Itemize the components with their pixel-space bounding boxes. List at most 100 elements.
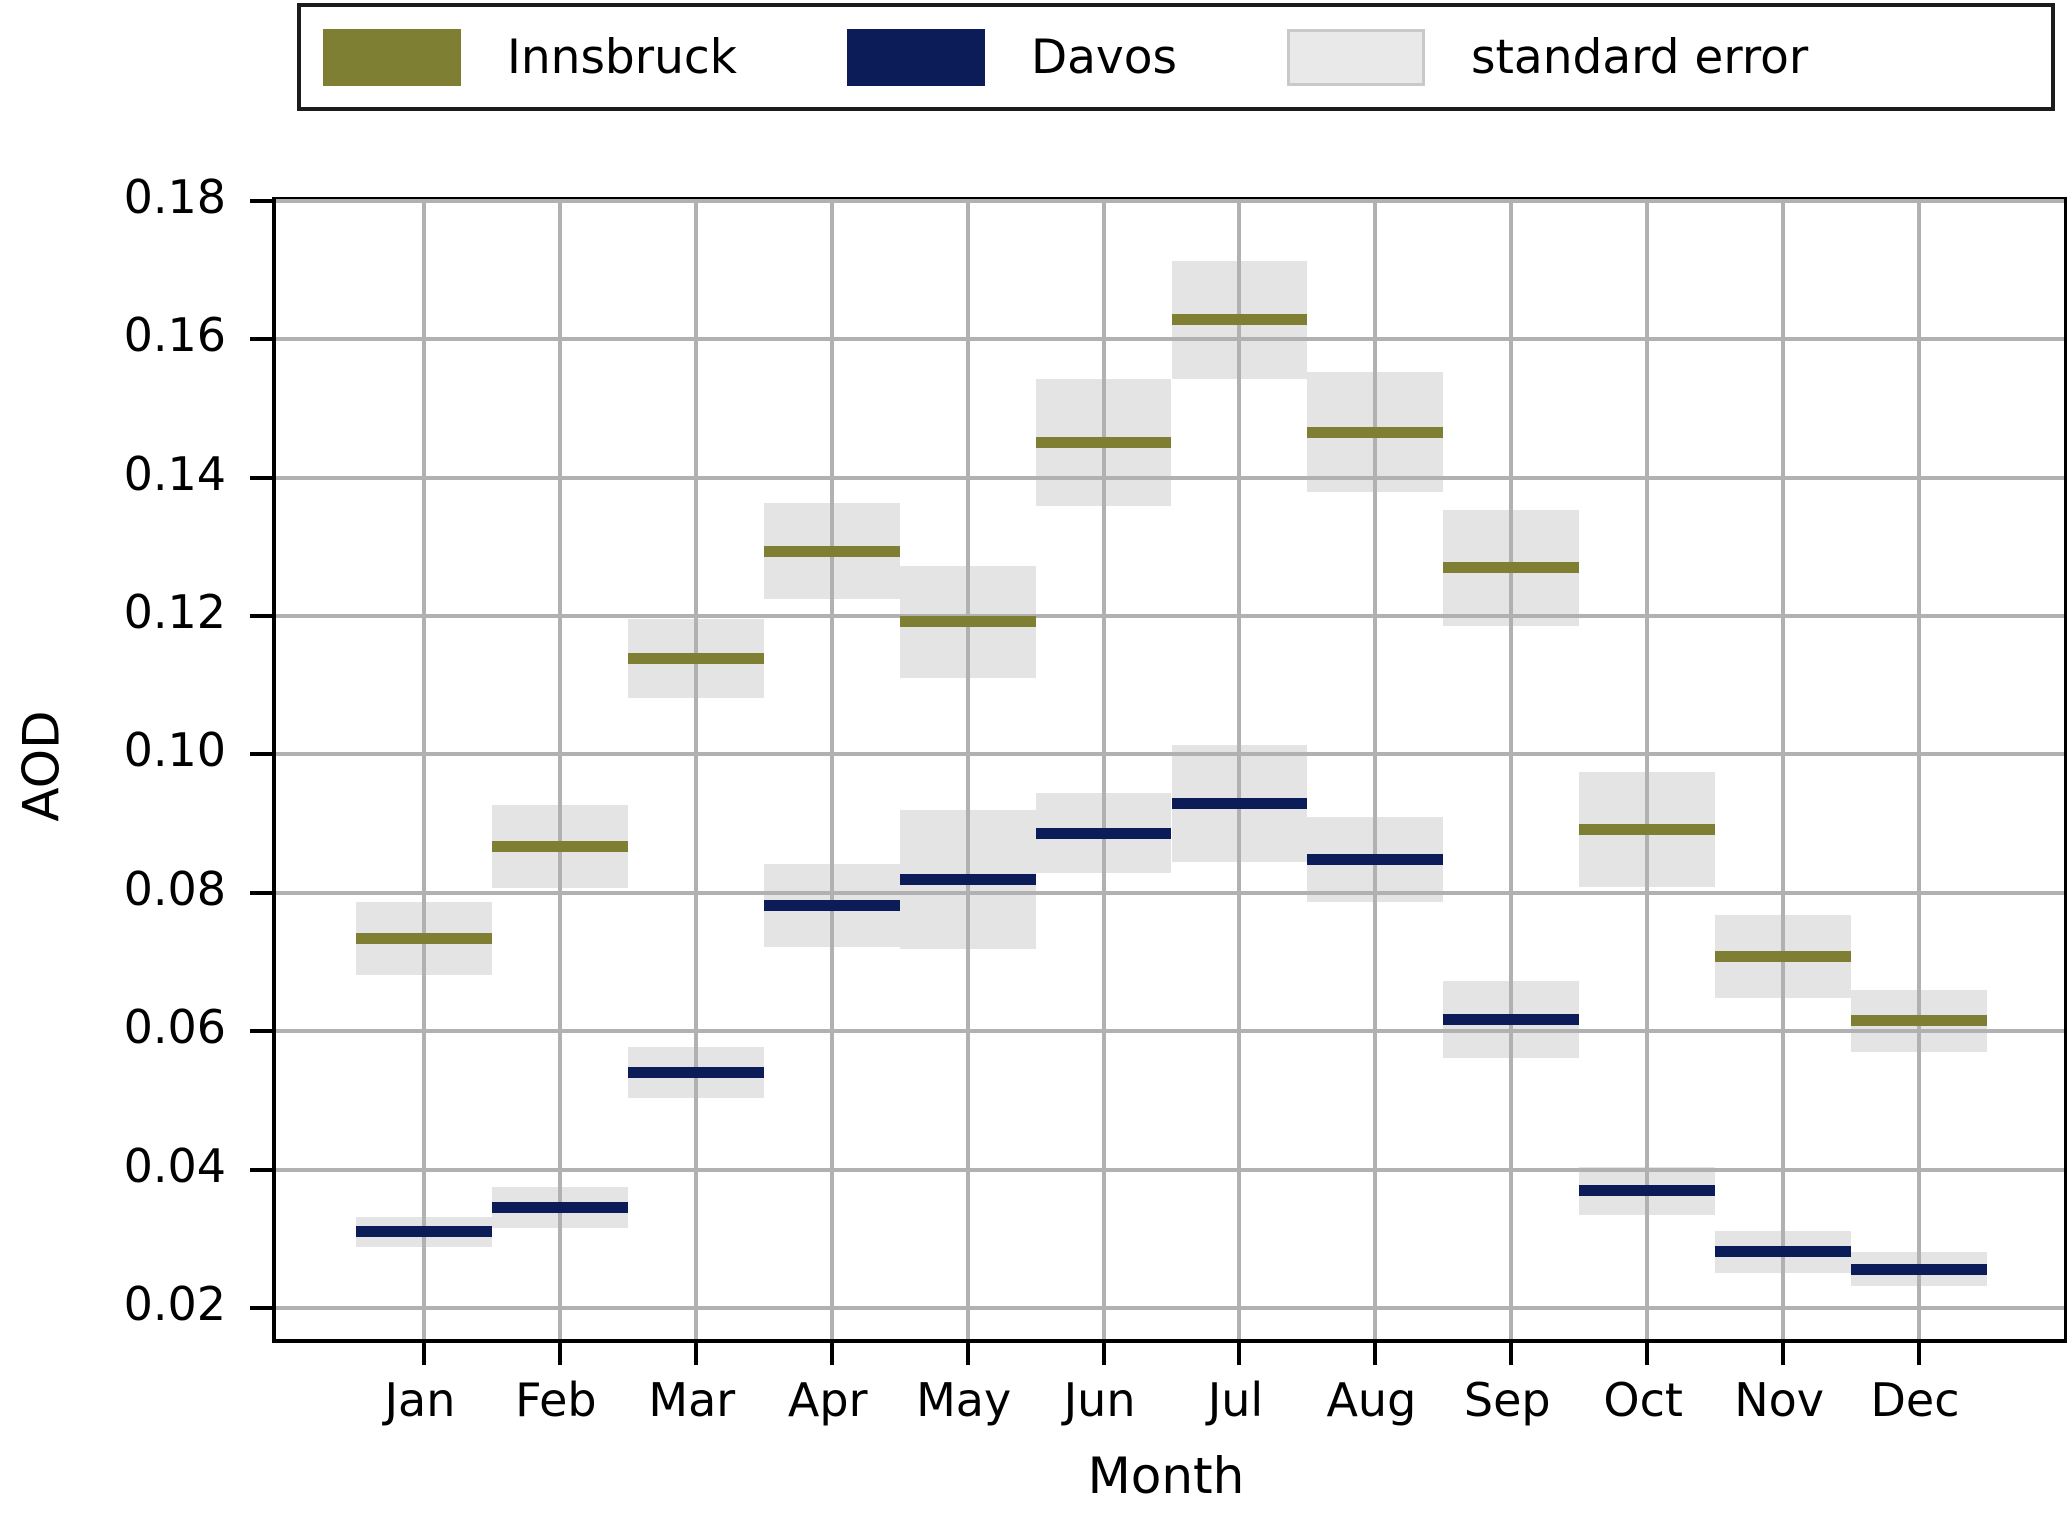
legend-item-innsbruck: Innsbruck — [323, 28, 737, 86]
data-segment-davos — [899, 874, 1036, 886]
data-segment-innsbruck — [491, 840, 628, 852]
data-segment-davos — [356, 1226, 492, 1238]
data-segment-innsbruck — [356, 932, 492, 944]
grid-line-vertical — [829, 201, 834, 1339]
y-tick-label: 0.10 — [123, 723, 226, 778]
x-axis-tick — [965, 1343, 970, 1365]
y-axis-tick — [250, 1305, 272, 1310]
y-tick-label: 0.06 — [123, 1000, 226, 1055]
x-tick-label: Mar — [648, 1373, 736, 1427]
data-segment-davos — [1715, 1246, 1852, 1258]
legend: Innsbruck Davos standard error — [297, 3, 2055, 111]
y-tick-label: 0.16 — [123, 308, 226, 363]
x-tick-label: Jul — [1207, 1373, 1264, 1427]
grid-line-horizontal — [276, 475, 2064, 480]
y-tick-label: 0.18 — [123, 170, 226, 224]
x-tick-label: Oct — [1603, 1373, 1683, 1427]
data-segment-davos — [1307, 854, 1444, 866]
x-tick-label: Feb — [515, 1373, 597, 1427]
x-tick-label: May — [916, 1373, 1012, 1427]
grid-line-vertical — [1101, 201, 1106, 1339]
data-segment-davos — [763, 899, 900, 911]
y-axis-tick — [250, 1029, 272, 1034]
y-tick-label: 0.12 — [123, 585, 226, 640]
y-axis-tick — [250, 199, 272, 203]
x-axis-tick — [1917, 1343, 1922, 1365]
x-tick-label: Aug — [1326, 1373, 1417, 1427]
grid-line-vertical — [1917, 201, 1922, 1339]
data-segment-davos — [1171, 798, 1308, 810]
grid-line-horizontal — [276, 199, 2064, 203]
x-axis-tick — [1101, 1343, 1106, 1365]
data-segment-davos — [1443, 1013, 1580, 1025]
y-axis-tick — [250, 1167, 272, 1172]
legend-label-innsbruck: Innsbruck — [507, 29, 737, 85]
legend-item-davos: Davos — [846, 28, 1177, 86]
grid-line-vertical — [421, 201, 426, 1339]
grid-line-vertical — [693, 201, 698, 1339]
x-tick-label: Jun — [1063, 1373, 1136, 1427]
x-axis-tick — [693, 1343, 698, 1365]
data-layer — [276, 201, 2064, 1339]
data-segment-davos — [1579, 1185, 1716, 1197]
grid-layer — [276, 199, 2064, 1339]
y-axis-tick — [250, 337, 272, 342]
data-segment-innsbruck — [763, 545, 900, 557]
grid-line-vertical — [1237, 201, 1242, 1339]
x-tick-label: Dec — [1870, 1373, 1960, 1427]
legend-label-davos: Davos — [1030, 29, 1177, 85]
standard-error-swatch-icon — [1287, 28, 1425, 86]
grid-line-vertical — [1373, 201, 1378, 1339]
x-axis-tick — [1509, 1343, 1514, 1365]
data-segment-innsbruck — [1579, 823, 1716, 835]
y-tick-label: 0.04 — [123, 1138, 226, 1193]
y-axis-tick — [250, 475, 272, 480]
data-segment-innsbruck — [1715, 950, 1852, 962]
plot-area — [250, 197, 2067, 1365]
tick-layer — [250, 199, 2064, 1365]
data-segment-innsbruck — [1851, 1015, 1987, 1027]
y-axis-tick — [250, 614, 272, 619]
data-segment-innsbruck — [899, 616, 1036, 628]
legend-label-standard-error: standard error — [1471, 29, 1809, 85]
x-axis-tick — [1645, 1343, 1650, 1365]
x-tick-label: Sep — [1463, 1373, 1551, 1427]
data-segment-davos — [627, 1067, 764, 1079]
data-segment-innsbruck — [1443, 562, 1580, 574]
x-tick-label: Jan — [384, 1373, 456, 1427]
grid-line-vertical — [1645, 201, 1650, 1339]
grid-line-vertical — [965, 201, 970, 1339]
grid-line-horizontal — [276, 1305, 2064, 1310]
grid-line-vertical — [557, 201, 562, 1339]
data-segment-innsbruck — [627, 652, 764, 664]
y-axis-tick — [250, 890, 272, 895]
x-axis-tick — [1781, 1343, 1786, 1365]
x-axis-tick — [829, 1343, 834, 1365]
data-segment-innsbruck — [1307, 426, 1444, 438]
x-axis-tick — [1373, 1343, 1378, 1365]
grid-line-horizontal — [276, 1029, 2064, 1034]
legend-item-standard-error: standard error — [1287, 28, 1809, 86]
y-axis-tick — [250, 752, 272, 757]
data-segment-innsbruck — [1171, 314, 1308, 326]
innsbruck-swatch-icon — [323, 28, 461, 86]
x-axis-tick — [421, 1343, 426, 1365]
x-axis-tick — [1237, 1343, 1242, 1365]
x-tick-label: Apr — [787, 1373, 868, 1427]
y-tick-label: 0.02 — [123, 1276, 226, 1331]
grid-line-horizontal — [276, 337, 2064, 342]
data-segment-davos — [1035, 827, 1172, 839]
y-tick-label: 0.08 — [123, 861, 226, 916]
x-axis-tick — [557, 1343, 562, 1365]
data-segment-davos — [1851, 1263, 1987, 1275]
x-axis-label: Month — [1087, 1447, 1245, 1505]
grid-line-horizontal — [276, 614, 2064, 619]
grid-line-horizontal — [276, 890, 2064, 895]
data-segment-innsbruck — [1035, 436, 1172, 448]
data-segment-davos — [491, 1202, 628, 1214]
grid-line-vertical — [1509, 201, 1514, 1339]
grid-line-vertical — [1781, 201, 1786, 1339]
grid-line-horizontal — [276, 752, 2064, 757]
y-tick-label: 0.14 — [123, 446, 226, 501]
